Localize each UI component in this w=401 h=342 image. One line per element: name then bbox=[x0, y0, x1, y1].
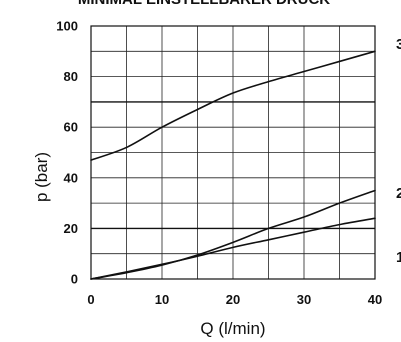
x-tick-label-3: 30 bbox=[297, 292, 311, 307]
y-tick-label-3: 60 bbox=[64, 120, 78, 135]
tick-labels: 0 10 20 30 40 0 20 40 60 80 100 bbox=[56, 19, 382, 308]
y-tick-label-5: 100 bbox=[56, 19, 78, 34]
x-tick-label-0: 0 bbox=[87, 292, 94, 307]
y-axis-label: p (bar) bbox=[32, 152, 51, 202]
series-layer bbox=[90, 50, 376, 280]
curve-labels: 3 2 1 bbox=[396, 36, 401, 266]
series-line-1 bbox=[90, 217, 376, 280]
y-tick-label-2: 40 bbox=[64, 170, 78, 185]
y-tick-label-4: 80 bbox=[64, 69, 78, 84]
curve-label-2: 2 bbox=[396, 185, 401, 202]
reference-lines bbox=[91, 101, 375, 230]
curve-label-1: 1 bbox=[396, 249, 401, 266]
series-line-3 bbox=[90, 50, 376, 161]
y-tick-label-1: 20 bbox=[64, 221, 78, 236]
x-tick-label-4: 40 bbox=[368, 292, 382, 307]
x-tick-label-1: 10 bbox=[155, 292, 169, 307]
x-axis-label: Q (l/min) bbox=[200, 319, 265, 338]
x-tick-label-2: 20 bbox=[226, 292, 240, 307]
curve-label-3: 3 bbox=[396, 36, 401, 53]
series-line-2 bbox=[90, 189, 376, 280]
y-tick-label-0: 0 bbox=[71, 272, 78, 287]
plot-frame bbox=[90, 25, 376, 280]
chart-title: Minimal einstellbarer Druck bbox=[78, 0, 330, 8]
